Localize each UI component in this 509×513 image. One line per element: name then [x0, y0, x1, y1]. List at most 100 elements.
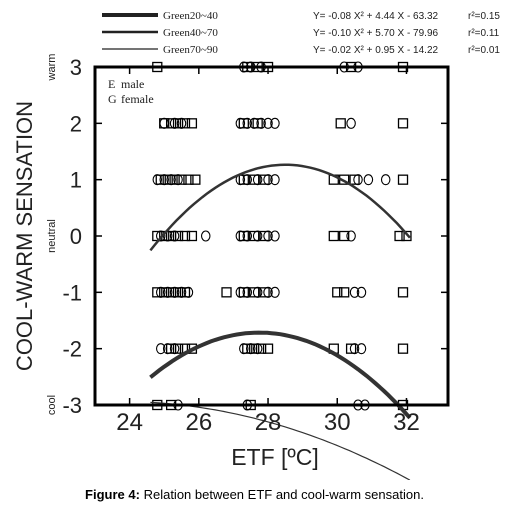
legend-r2-1: r²=0.15 — [468, 11, 500, 22]
data-point-circle — [242, 117, 253, 129]
data-point-circle — [169, 117, 180, 129]
y-side-label-cool: cool — [46, 395, 58, 415]
data-point-circle — [263, 286, 273, 298]
data-point-circle — [380, 174, 391, 186]
data-point-circle — [156, 230, 166, 242]
data-point-square — [335, 118, 346, 129]
data-point-square — [259, 230, 270, 242]
caption-label: Figure 4: — [85, 487, 140, 502]
data-point-square — [190, 174, 201, 185]
data-point-square — [155, 174, 166, 185]
data-point-square — [332, 287, 343, 298]
legend-equation-2: Y= -0.10 X² + 5.70 X - 79.96 — [313, 28, 439, 39]
data-point-square — [339, 287, 350, 298]
data-point-square — [165, 343, 177, 354]
data-point-square — [397, 174, 409, 185]
data-point-circle — [152, 174, 163, 186]
data-point-circle — [242, 174, 253, 186]
marker-legend-symbol: E — [108, 77, 115, 91]
data-point-square — [349, 174, 360, 185]
data-point-square — [249, 174, 260, 185]
data-point-square — [186, 118, 198, 129]
data-point-square — [176, 174, 187, 185]
x-tick-label: 26 — [185, 409, 212, 436]
caption-text: Relation between ETF and cool-warm sensa… — [143, 487, 424, 502]
data-point-square — [328, 230, 339, 242]
data-point-square — [401, 230, 412, 242]
data-point-square — [262, 343, 274, 354]
data-point-circle — [239, 343, 249, 355]
data-point-square — [179, 287, 191, 298]
data-point-square — [238, 174, 249, 185]
data-point-square — [221, 287, 232, 298]
data-point-square — [345, 343, 357, 354]
data-point-circle — [169, 343, 180, 355]
regression-curve-2 — [149, 163, 411, 252]
data-point-square — [172, 230, 184, 242]
x-axis-label: ETF [ºC] — [231, 444, 319, 470]
legend-r2-2: r²=0.11 — [468, 28, 500, 39]
data-point-square — [186, 230, 198, 242]
data-point-circle — [159, 174, 169, 186]
data-point-circle — [162, 343, 173, 355]
data-point-square — [165, 118, 177, 129]
data-point-square — [179, 118, 191, 129]
data-point-circle — [173, 174, 183, 186]
y-tick-label: 2 — [70, 111, 82, 136]
data-point-square — [249, 287, 260, 298]
data-point-circle — [346, 230, 356, 242]
y-tick-label: 0 — [70, 224, 82, 249]
legend-equation-1: Y= -0.08 X² + 4.44 X - 63.32 — [313, 11, 439, 22]
data-point-circle — [235, 286, 246, 298]
data-point-square — [165, 230, 177, 242]
legend-label-1: Green20~40 — [163, 10, 218, 22]
data-point-square — [397, 118, 409, 129]
data-point-circle — [349, 286, 360, 298]
marker-legend-symbol: G — [108, 92, 117, 106]
data-point-circle — [270, 286, 280, 298]
data-point-square — [172, 118, 184, 129]
y-tick-label: 1 — [70, 168, 82, 193]
data-point-circle — [235, 117, 246, 129]
data-point-square — [172, 343, 184, 354]
y-tick-label: -2 — [62, 337, 82, 362]
data-point-circle — [249, 117, 259, 129]
data-point-square — [238, 287, 249, 298]
data-point-circle — [263, 174, 273, 186]
legend-r2-3: r²=0.01 — [468, 45, 500, 56]
data-point-circle — [356, 286, 367, 298]
data-point-circle — [200, 230, 211, 242]
marker-legend-label: male — [121, 77, 144, 91]
data-point-circle — [169, 286, 180, 298]
data-point-circle — [252, 343, 263, 355]
x-tick-label: 30 — [324, 409, 351, 436]
data-point-circle — [252, 230, 263, 242]
data-point-square — [159, 287, 170, 298]
data-point-square — [339, 230, 350, 242]
data-point-circle — [156, 343, 166, 355]
data-point-square — [238, 230, 249, 242]
data-point-square — [242, 343, 253, 354]
y-side-label-warm: warm — [46, 54, 58, 82]
data-point-square — [397, 287, 409, 298]
data-point-circle — [176, 117, 187, 129]
data-point-circle — [252, 174, 263, 186]
data-point-circle — [252, 286, 263, 298]
legend-label-3: Green70~90 — [163, 44, 218, 56]
data-point-square — [238, 118, 249, 129]
data-point-circle — [349, 343, 360, 355]
data-point-square — [259, 287, 270, 298]
data-point-circle — [166, 174, 176, 186]
x-tick-label: 28 — [255, 409, 282, 436]
data-point-square — [179, 230, 191, 242]
data-point-square — [249, 343, 260, 354]
data-point-square — [165, 287, 177, 298]
y-tick-label: -3 — [62, 393, 82, 418]
y-axis-label: COOL-WARM SENSATION — [12, 101, 37, 371]
data-point-square — [255, 343, 267, 354]
legend-label-2: Green40~70 — [163, 27, 218, 39]
data-point-circle — [353, 174, 363, 186]
data-point-circle — [346, 117, 356, 129]
data-point-circle — [176, 286, 187, 298]
